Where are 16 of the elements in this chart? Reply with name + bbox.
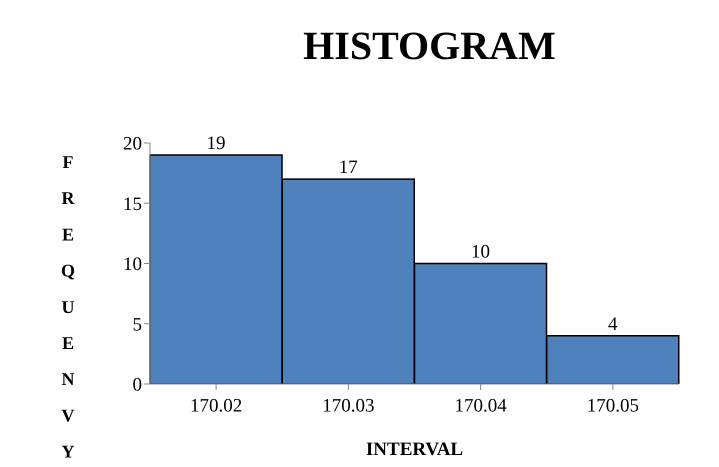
x-tick-label: 170.02: [190, 395, 242, 416]
x-axis-title: INTERVAL: [366, 439, 464, 460]
x-tick-label: 170.03: [322, 395, 374, 416]
data-label: 4: [608, 314, 618, 335]
text: FREQUENVY: [60, 152, 76, 462]
data-label: 19: [206, 133, 226, 154]
y-tick-label: 20: [123, 134, 142, 155]
data-label: 17: [338, 157, 358, 178]
y-tick-label: 10: [123, 254, 142, 276]
y-tick-label: 15: [123, 194, 142, 215]
y-tick-label: 0: [132, 374, 142, 396]
x-tick-label: 170.05: [586, 395, 639, 416]
y-tick-label: 5: [132, 314, 142, 336]
data-label: 10: [471, 242, 490, 262]
chart-title: HISTOGRAM: [302, 22, 557, 70]
x-tick-label: 170.04: [454, 395, 508, 416]
